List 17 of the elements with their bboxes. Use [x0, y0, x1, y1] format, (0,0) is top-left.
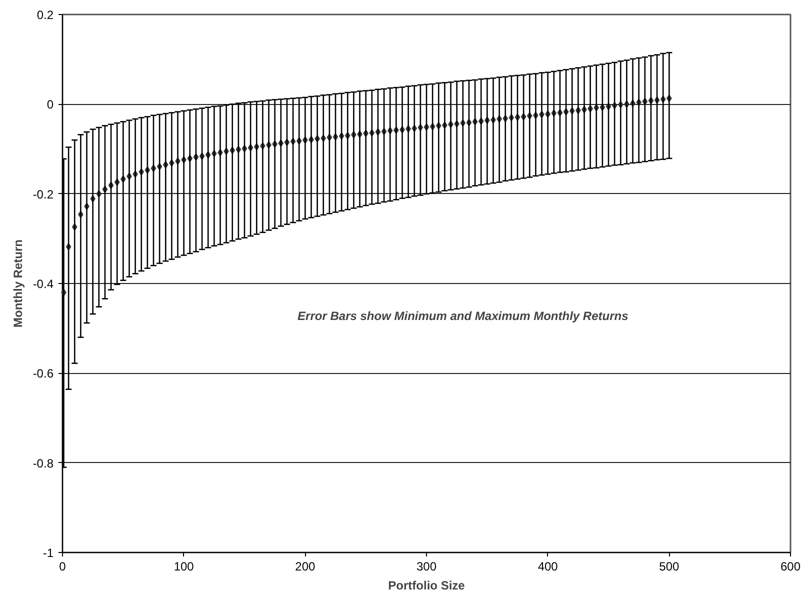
- y-tick-label: 0: [46, 98, 54, 112]
- annotation: Error Bars show Minimum and Maximum Monthly Returns: [298, 308, 629, 323]
- y-tick-label: -0.4: [32, 277, 54, 291]
- y-tick-label: -0.2: [32, 187, 54, 202]
- x-tick-label: 300: [416, 560, 437, 574]
- x-tick-label: 0: [59, 560, 66, 574]
- y-tick-label: -0.8: [32, 456, 54, 470]
- y-axis-title: Monthly Return: [10, 239, 25, 328]
- y-tick-label: -0.6: [32, 366, 54, 381]
- y-tick-label: 0.2: [36, 8, 54, 22]
- y-tick-label: -1: [42, 546, 54, 560]
- x-tick-label: 400: [538, 560, 558, 574]
- x-tick-label: 200: [295, 560, 316, 574]
- x-tick-label: 100: [174, 560, 194, 574]
- x-tick-label: 600: [780, 560, 801, 574]
- x-axis-title: Portfolio Size: [388, 578, 466, 592]
- x-tick-label: 500: [659, 560, 680, 574]
